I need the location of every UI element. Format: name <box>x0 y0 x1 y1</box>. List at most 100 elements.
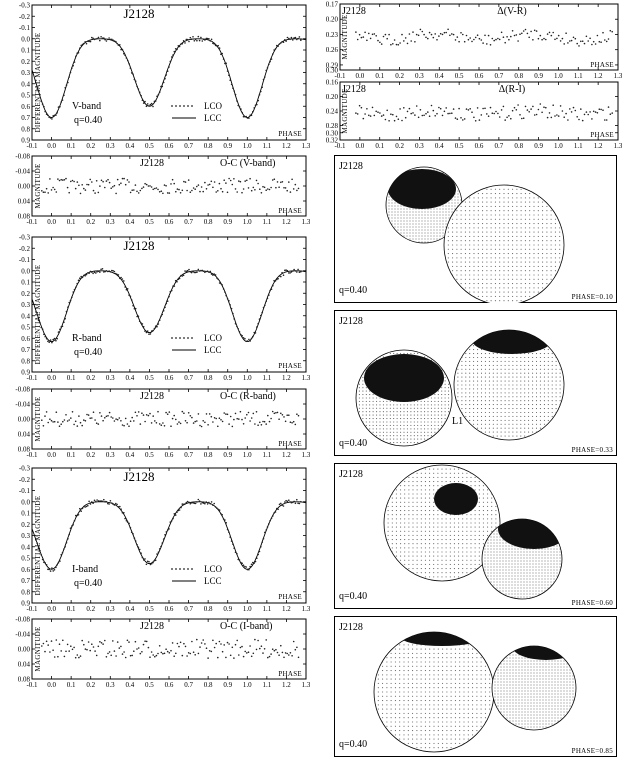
grid-dot <box>445 530 447 532</box>
grid-dot <box>533 291 535 293</box>
lco-point <box>104 500 106 503</box>
color-point <box>554 115 556 117</box>
lco-point <box>73 61 76 63</box>
grid-dot <box>400 522 402 524</box>
grid-dot <box>416 539 418 541</box>
oc-point <box>220 419 222 421</box>
grid-dot <box>412 568 414 570</box>
grid-dot <box>520 240 522 242</box>
grid-dot <box>529 253 531 255</box>
grid-dot <box>532 408 534 410</box>
grid-dot <box>555 396 557 398</box>
grid-dot <box>496 364 498 366</box>
grid-dot <box>469 223 471 225</box>
grid-dot <box>496 384 498 386</box>
x-tick-label: -0.1 <box>26 374 38 382</box>
grid-dot <box>499 223 501 225</box>
grid-dot <box>400 485 402 487</box>
grid-dot <box>543 368 545 370</box>
color-point <box>574 37 577 40</box>
lco-point <box>48 568 50 571</box>
color-point <box>371 33 374 36</box>
lco-point <box>288 499 290 501</box>
star-spot <box>388 169 456 209</box>
grid-dot <box>464 244 466 246</box>
grid-dot <box>563 384 564 386</box>
grid-dot <box>386 404 388 406</box>
lco-point <box>273 512 275 514</box>
grid-dot <box>486 240 488 242</box>
grid-dot <box>466 518 468 520</box>
grid-dot <box>416 534 418 536</box>
grid-dot <box>520 235 522 237</box>
lco-point <box>45 113 48 115</box>
lco-point <box>233 318 235 320</box>
oc-point <box>213 181 216 183</box>
lco-point <box>119 505 121 508</box>
lco-point <box>87 504 89 507</box>
oc-point <box>296 189 298 192</box>
x-tick-label: -0.1 <box>26 605 38 613</box>
grid-dot <box>487 522 489 524</box>
color-point <box>368 32 370 35</box>
oc-point <box>129 420 132 422</box>
grid-dot <box>424 505 426 507</box>
lco-point <box>124 286 126 288</box>
oc-point <box>215 417 217 420</box>
grid-dot <box>470 481 472 483</box>
grid-dot <box>482 197 484 199</box>
grid-dot <box>413 438 415 440</box>
color-point <box>502 36 505 38</box>
grid-dot <box>559 380 561 382</box>
grid-dot <box>453 530 455 532</box>
grid-dot <box>382 356 384 358</box>
grid-dot <box>448 214 450 216</box>
y-tick-label: -0.2 <box>19 13 31 21</box>
grid-dot <box>406 418 408 420</box>
x-tick-label: 0.4 <box>125 681 134 689</box>
grid-dot <box>389 435 391 437</box>
lco-point <box>61 552 64 554</box>
oc-point <box>155 422 158 424</box>
grid-dot <box>516 261 518 263</box>
grid-dot <box>554 235 556 237</box>
grid-dot <box>421 235 423 237</box>
grid-dot <box>420 559 422 561</box>
color-point <box>419 109 422 111</box>
oc-point <box>275 186 277 189</box>
grid-dot <box>478 501 480 503</box>
grid-dot <box>474 514 476 516</box>
lco-point <box>39 93 41 96</box>
grid-dot <box>395 510 397 512</box>
grid-dot <box>369 414 371 416</box>
grid-dot <box>484 372 486 374</box>
color-point <box>447 112 449 115</box>
lco-point <box>220 282 222 285</box>
lco-point <box>182 274 185 277</box>
color-point <box>358 33 361 36</box>
lco-point <box>270 58 273 60</box>
grid-dot <box>412 510 414 512</box>
legend-lcc-label: LCC <box>204 576 222 586</box>
grid-dot <box>389 411 391 413</box>
oc-point <box>42 425 45 427</box>
grid-dot <box>424 404 426 406</box>
grid-dot <box>480 404 483 406</box>
grid-dot <box>543 423 545 425</box>
lco-point <box>249 340 251 342</box>
lco-point <box>141 323 144 325</box>
oc-point <box>218 640 221 643</box>
grid-dot <box>436 232 438 234</box>
color-point <box>557 115 560 117</box>
oc-point <box>221 650 224 653</box>
grid-dot <box>412 485 414 487</box>
lco-point <box>184 42 186 44</box>
grid-dot <box>469 408 471 410</box>
color-point <box>425 112 427 115</box>
oc-point <box>123 651 125 653</box>
grid-dot <box>504 415 506 417</box>
lco-point <box>129 67 132 69</box>
oc-point <box>78 415 80 417</box>
color-point <box>430 104 433 107</box>
grid-dot <box>512 419 514 421</box>
